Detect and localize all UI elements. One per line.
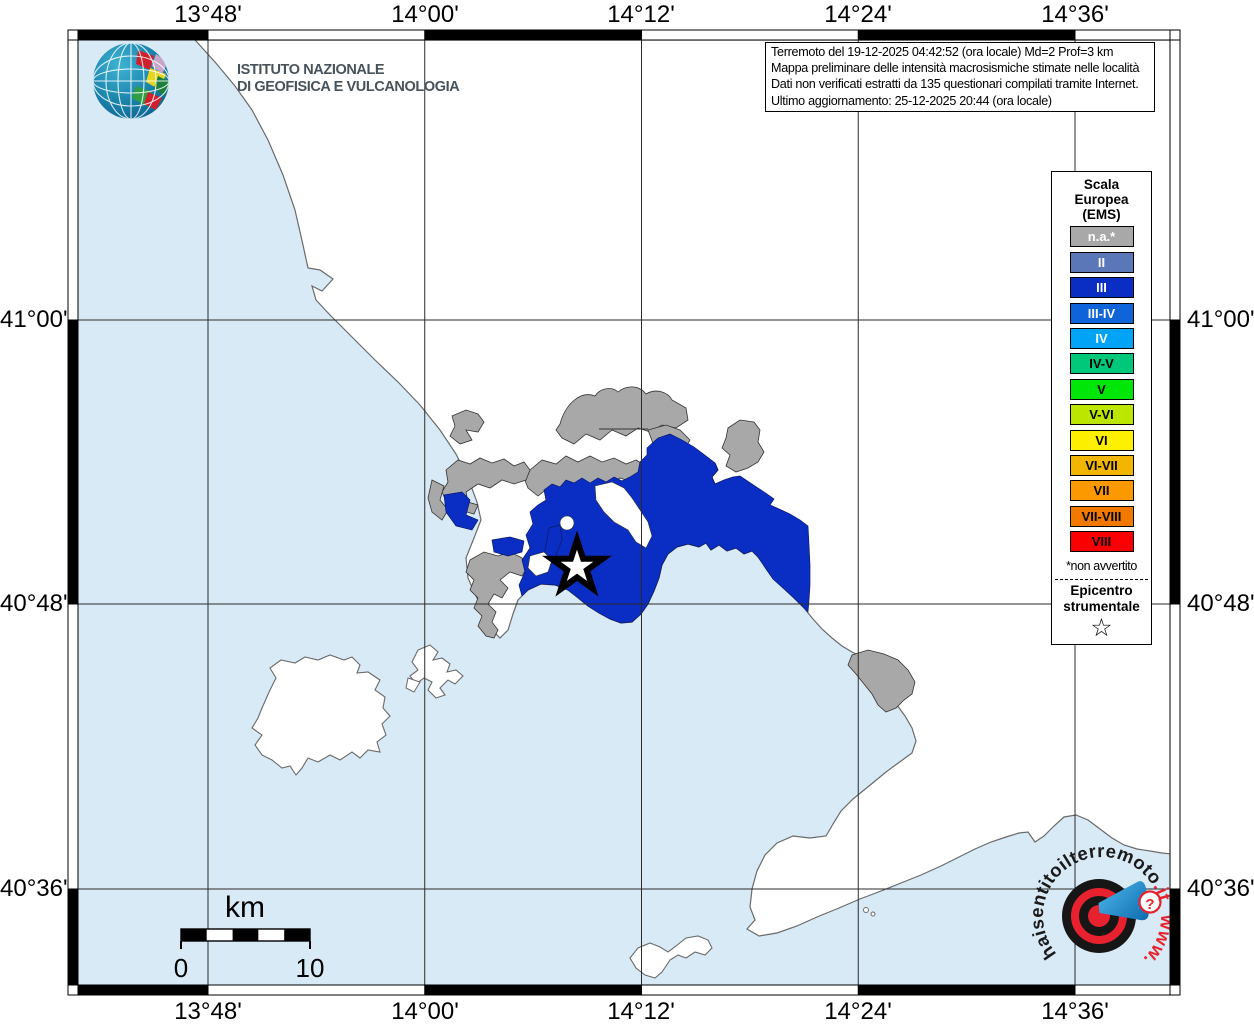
island-ischia <box>251 654 391 776</box>
axis-tick-label: 41°00' <box>1187 306 1254 333</box>
axis-tick-label: 14°00' <box>391 1 459 28</box>
epicenter-star <box>542 530 612 597</box>
info-line-data: Dati non verificati estratti da 135 ques… <box>771 77 1139 92</box>
island-capri <box>629 935 713 979</box>
legend-swatch: IV <box>1069 327 1134 349</box>
scale-bar: km 0 10 <box>174 891 325 983</box>
legend-title: Scala Europea (EMS) <box>1074 177 1129 222</box>
axis-tick-label: 41°00' <box>0 306 68 333</box>
ingv-wordmark: ISTITUTO NAZIONALE DI GEOFISICA E VULCAN… <box>237 62 460 96</box>
scale-bar-end: 10 <box>296 953 325 983</box>
axis-tick-label: 14°12' <box>607 1 675 28</box>
info-line-updated: Ultimo aggiornamento: 25-12-2025 20:44 (… <box>771 93 1052 108</box>
axis-tick-label: 14°00' <box>391 998 459 1025</box>
legend-swatch: VII <box>1069 480 1134 502</box>
axis-tick-label: 14°24' <box>824 1 892 28</box>
ingv-logo <box>93 43 169 119</box>
legend-swatch: II <box>1069 251 1134 273</box>
question-badge <box>1138 890 1162 914</box>
ingv-wordmark-line1: ISTITUTO NAZIONALE <box>237 62 385 78</box>
megaphone-icon <box>1098 881 1149 921</box>
legend-swatch: VI-VII <box>1069 454 1134 476</box>
earthquake-info-box: Terremoto del 19-12-2025 04:42:52 (ora l… <box>765 42 1155 112</box>
legend-footnote: *non avvertito <box>1066 559 1137 574</box>
legend-swatches: n.a.* II III III-IV IV IV-V V V-VI VI VI-VII VII VI… <box>1052 226 1151 553</box>
legend-swatch: III <box>1069 277 1134 299</box>
axis-tick-label: 14°36' <box>1041 1 1109 28</box>
axis-tick-label: 40°36' <box>1187 875 1254 902</box>
axis-tick-label: 14°24' <box>824 998 892 1025</box>
axis-tick-label: 40°36' <box>0 875 68 902</box>
axis-tick-label: 40°48' <box>1187 590 1254 617</box>
legend-swatch: V <box>1069 378 1134 400</box>
axis-tick-label: 14°36' <box>1041 998 1109 1025</box>
legend-swatch: III-IV <box>1069 302 1134 324</box>
legend-swatch: VII-VIII <box>1069 505 1134 527</box>
legend-swatch: VIII <box>1069 531 1134 553</box>
islet-li-galli <box>863 907 869 913</box>
axis-tick-label: 40°48' <box>0 590 68 617</box>
map-frame <box>67 29 1181 996</box>
question-mark: ? <box>1145 896 1154 913</box>
scale-bar-unit: km <box>225 891 265 924</box>
legend-divider <box>1055 579 1148 581</box>
info-line-map: Mappa preliminare delle intensità macros… <box>771 61 1140 76</box>
legend-swatch: n.a.* <box>1069 226 1134 248</box>
axis-tick-label: 13°48' <box>174 1 242 28</box>
scale-bar-start: 0 <box>174 953 188 983</box>
intensity-legend: Scala Europea (EMS) n.a.* II III III-IV IV IV… <box>1051 171 1152 645</box>
axis-tick-label: 13°48' <box>174 998 242 1025</box>
ingv-wordmark-line2: DI GEOFISICA E VULCANOLOGIA <box>237 79 460 95</box>
epicenter-star-icon: ☆ <box>1090 614 1113 643</box>
epicenter-legend-label: Epicentro strumentale <box>1063 583 1140 615</box>
legend-swatch: IV-V <box>1069 353 1134 375</box>
municipality-border <box>711 462 719 485</box>
axis-tick-label: 14°12' <box>607 998 675 1025</box>
island-vivara <box>405 677 421 693</box>
legend-swatch: V-VI <box>1069 404 1134 426</box>
islet-li-galli-2 <box>870 911 876 917</box>
info-line-event: Terremoto del 19-12-2025 04:42:52 (ora l… <box>771 45 1114 59</box>
legend-swatch: VI <box>1069 429 1134 451</box>
